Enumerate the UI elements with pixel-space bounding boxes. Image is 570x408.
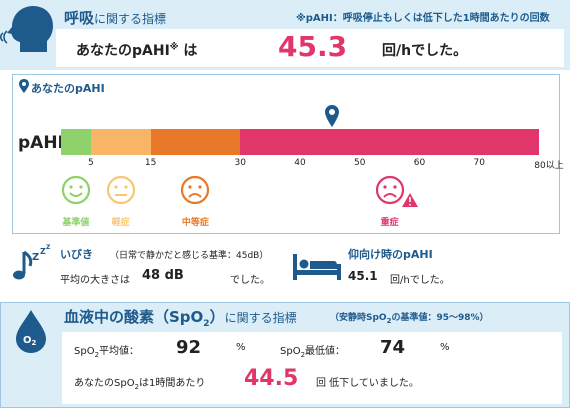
- spo2-note-pre: （安静時SpO: [330, 313, 387, 323]
- svg-text:Z: Z: [32, 252, 39, 263]
- pahi-definition-note: ※pAHI：呼吸停止もしくは低下した1時間あたりの回数: [296, 13, 550, 24]
- spo2-min-label: SpO2最低値：: [280, 342, 345, 359]
- snore-title: いびき: [60, 248, 93, 261]
- spo2-avg-label: SpO2平均値：: [74, 342, 139, 359]
- severity-label: 基準値: [62, 218, 90, 228]
- face-sad-icon: [375, 175, 404, 205]
- location-pin-icon: [19, 79, 29, 93]
- scale-segment-1: [61, 129, 91, 155]
- spo2-reference-note: （安静時SpO2の基準値：95～98%）: [330, 310, 489, 325]
- oxygen-title-post: ）: [209, 308, 225, 326]
- spo2-drop-label-sub: 2: [134, 383, 140, 391]
- supine-pahi-value: 45.1: [348, 269, 378, 283]
- pahi-result-box: あなたのpAHI※ は 45.3 回/hでした。: [56, 29, 564, 67]
- spo2-avg-label-pre: SpO: [74, 346, 95, 357]
- spo2-avg-value: 92: [176, 337, 202, 358]
- snore-music-icon: Z Z Z: [13, 244, 51, 280]
- pahi-result-label: あなたのpAHI※ は: [76, 40, 197, 60]
- supine-pahi-title: 仰向け時のpAHI: [348, 248, 433, 261]
- pahi-scale-panel: あなたのpAHI pAHI 5 15 30 40 50 60 70 80以上 基準値 軽症 中等症…: [12, 74, 564, 234]
- pahi-result-value: 45.3: [278, 30, 348, 63]
- snore-reference-note: （日常で静かだと感じる基準：45dB）: [110, 251, 269, 261]
- breathing-section-title: 呼吸に関する指標: [64, 7, 166, 28]
- oxygen-title-big: 血液中の酸素（SpO2）: [64, 308, 225, 329]
- scale-tick-label: 30: [234, 158, 246, 168]
- severity-label: 重症: [380, 218, 399, 228]
- pahi-result-label-text: あなたのpAHI: [76, 43, 170, 59]
- snore-avg-value: 48 dB: [142, 268, 184, 283]
- pahi-axis-label: pAHI: [18, 133, 64, 153]
- oxygen-values-box: SpO2平均値： 92 % SpO2最低値： 74 % あなたのSpO2は1時間…: [62, 332, 562, 404]
- spo2-avg-label-sub: 2: [94, 351, 100, 359]
- scale-segment-2: [90, 129, 151, 155]
- snore-avg-unit: でした。: [230, 275, 270, 286]
- face-neutral-icon: [106, 175, 135, 205]
- spo2-drop-value: 44.5: [244, 366, 299, 391]
- pahi-result-mark: ※: [169, 42, 179, 53]
- o2-drop-letter: O: [23, 335, 32, 346]
- severity-label: 軽症: [111, 218, 130, 228]
- snore-avg-label: 平均の大きさは: [60, 275, 130, 286]
- oxygen-title-pre: 血液中の酸素（SpO: [64, 308, 204, 326]
- scale-tick-label: 80以上: [534, 161, 564, 171]
- spo2-drop-label-post: は1時間あたり: [139, 378, 206, 389]
- pahi-scale-tag: あなたのpAHI: [31, 82, 105, 95]
- scale-segment-3: [150, 129, 241, 155]
- spo2-note-sub: 2: [386, 316, 392, 325]
- scale-tick-label: 50: [354, 158, 366, 168]
- scale-segment-4: [240, 129, 539, 155]
- o2-drop-sub: 2: [32, 339, 37, 347]
- pahi-marker-pin: [324, 105, 339, 127]
- warning-icon: [401, 193, 418, 207]
- face-sad-icon: [181, 175, 210, 205]
- supine-pahi-unit: 回/hでした。: [390, 275, 450, 286]
- breathing-title-big: 呼吸: [64, 9, 95, 27]
- spo2-drop-label: あなたのSpO2は1時間あたり: [74, 374, 205, 391]
- spo2-min-unit: %: [440, 342, 450, 353]
- o2-drop-icon: O2: [16, 310, 46, 353]
- spo2-note-post: の基準値：95～98%）: [391, 313, 489, 323]
- spo2-min-label-pre: SpO: [280, 346, 301, 357]
- oxygen-header-band: [0, 302, 570, 332]
- breathing-head-icon: [0, 6, 53, 52]
- face-happy-icon: [61, 175, 91, 205]
- spo2-min-label-post: 最低値：: [305, 346, 346, 357]
- svg-text:Z: Z: [40, 247, 46, 256]
- spo2-avg-unit: %: [236, 342, 246, 353]
- oxygen-section-title: 血液中の酸素（SpO2）に関する指標: [64, 306, 297, 329]
- pahi-result-particle: は: [183, 43, 198, 59]
- spo2-min-label-sub: 2: [300, 351, 306, 359]
- scale-tick-label: 70: [473, 158, 485, 168]
- scale-tick-label: 60: [413, 158, 426, 168]
- bed-person-icon: [293, 254, 341, 280]
- severity-label: 中等症: [181, 218, 209, 228]
- oxygen-title-rest: に関する指標: [224, 311, 297, 325]
- oxygen-title-sub: 2: [203, 319, 210, 329]
- spo2-drop-unit: 回 低下していました。: [316, 378, 419, 389]
- breathing-title-rest: に関する指標: [94, 12, 167, 26]
- pahi-result-unit: 回/hでした。: [382, 43, 468, 59]
- svg-text:Z: Z: [46, 244, 51, 251]
- scale-tick-label: 5: [88, 158, 94, 168]
- o2-drop-text: O2: [23, 335, 37, 347]
- spo2-drop-label-pre: あなたのSpO: [74, 378, 135, 389]
- scale-tick-label: 15: [144, 158, 157, 168]
- scale-tick-label: 40: [294, 158, 306, 168]
- spo2-min-value: 74: [380, 337, 406, 358]
- spo2-avg-label-post: 平均値：: [99, 346, 140, 357]
